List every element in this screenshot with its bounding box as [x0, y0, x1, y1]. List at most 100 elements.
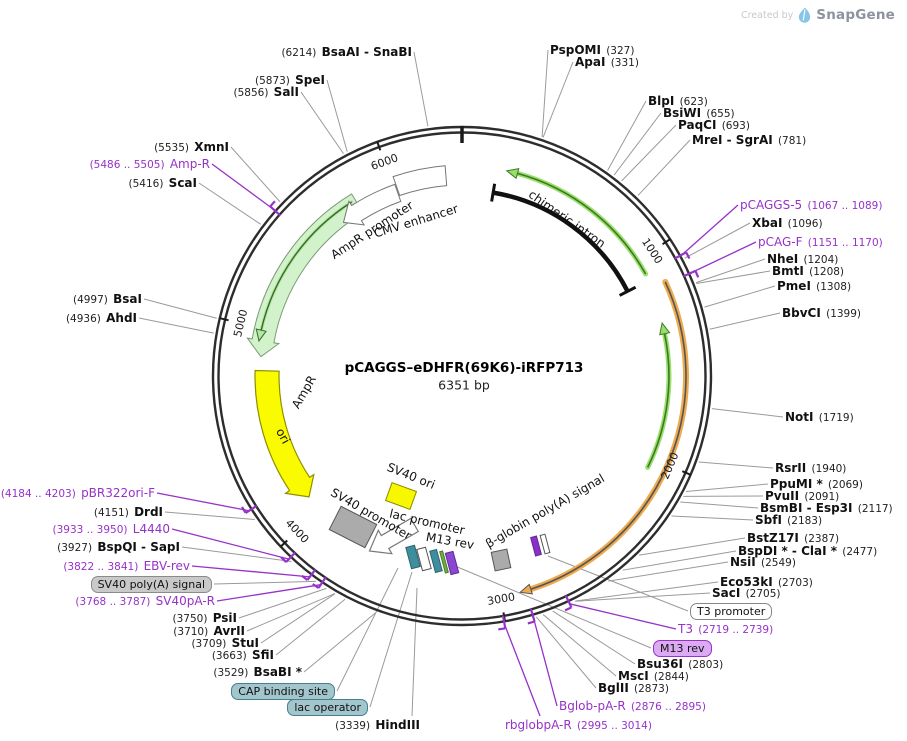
label-name: BbvCI: [782, 306, 821, 320]
label-t3-promoter[interactable]: T3 promoter: [690, 603, 773, 620]
feature-sv40-promoter-box[interactable]: [328, 505, 378, 549]
label-name: NheI: [767, 252, 799, 266]
feature-cag-promoter-region[interactable]: [492, 190, 630, 293]
label-bsai[interactable]: (4997) BsaI: [73, 291, 142, 307]
label-pcag-f[interactable]: pCAG-F (1151 .. 1170): [758, 234, 883, 250]
label-sbfi[interactable]: SbfI (2183): [755, 512, 822, 528]
label-bglob-pa-r[interactable]: Bglob-pA-R (2876 .. 2895): [559, 698, 706, 714]
label-pmei[interactable]: PmeI (1308): [777, 278, 851, 294]
label-noti[interactable]: NotI (1719): [785, 409, 854, 425]
leader-line-pspomi: [541, 49, 549, 138]
label-bsaai-snabi[interactable]: (6214) BsaAI - SnaBI: [281, 44, 412, 60]
label-bsiwi[interactable]: BsiWI (655): [663, 105, 735, 121]
label-rsrii[interactable]: RsrII (1940): [775, 460, 846, 476]
label-mrei-sgrai[interactable]: MreI - SgrAI (781): [692, 132, 806, 148]
features-layer: [246, 165, 689, 595]
leader-line-ahdi: [138, 317, 214, 334]
label-bsmbi-esp3i[interactable]: BsmBI - Esp3I (2117): [760, 500, 893, 516]
leader-line-sbfi: [671, 515, 754, 521]
label-ahdi[interactable]: (4936) AhdI: [66, 310, 137, 326]
label-m13-rev[interactable]: M13 rev: [653, 640, 712, 657]
label-hindiii[interactable]: (3339) HindIII: [335, 717, 420, 733]
label-bbvci[interactable]: BbvCI (1399): [782, 305, 861, 321]
label-site: (3663): [211, 650, 252, 662]
label-drdi[interactable]: (4151) DrdI: [94, 504, 163, 520]
label-eco53ki[interactable]: Eco53kI (2703): [720, 574, 813, 590]
label-l4440[interactable]: (3933 .. 3950) L4440: [53, 521, 170, 537]
label-psii[interactable]: (3750) PsiI: [173, 610, 237, 626]
label-xbai[interactable]: XbaI (1096): [752, 215, 823, 231]
label-site: (4997): [72, 294, 114, 306]
feature-gray-box-bglobin[interactable]: [490, 548, 512, 572]
label-stui[interactable]: (3709) StuI: [191, 635, 259, 651]
feature-ampr-promoter[interactable]: [342, 183, 402, 226]
label-bmti[interactable]: BmtI (1208): [772, 263, 844, 279]
label-pcaggs-5[interactable]: pCAGGS-5 (1067 .. 1089): [740, 197, 882, 213]
label-sfii[interactable]: (3663) SfiI: [212, 647, 274, 663]
label-xmni[interactable]: (5535) XmnI: [154, 139, 229, 155]
label-rbglobpa-r[interactable]: rbglobpA-R (2995 .. 3014): [505, 717, 652, 733]
created-by-text: Created by: [741, 9, 794, 21]
leader-line-ppumi: [685, 483, 769, 492]
label-paqci[interactable]: PaqCI (693): [678, 117, 750, 133]
feature-m13-rev-box[interactable]: [444, 550, 460, 576]
feature-cap-binding-site-box[interactable]: [405, 544, 421, 570]
label-blpi[interactable]: BlpI (623): [648, 93, 708, 109]
feature-lac-promoter-arrow[interactable]: [363, 513, 422, 562]
label-name: BsmBI - Esp3I: [760, 501, 853, 515]
pos-tick-label: 1000: [639, 236, 665, 267]
label-cap-binding-site[interactable]: CAP binding site: [231, 683, 335, 700]
label-amp-r[interactable]: (5486 .. 5505) Amp-R: [90, 156, 210, 172]
label-pbr322ori-f[interactable]: (4184 .. 4203) pBR322ori-F: [1, 485, 155, 501]
label-t3[interactable]: T3 (2719 .. 2739): [678, 621, 773, 637]
feature-lac-operator-box[interactable]: [429, 548, 443, 574]
primer-tick-foot: [685, 251, 691, 259]
label-site: (2705): [740, 588, 781, 600]
feature-sv40-ori-box[interactable]: [384, 481, 418, 511]
label-bspqi-sapi[interactable]: (3927) BspQI - SapI: [57, 539, 180, 555]
label-sv40-poly-a-signal[interactable]: SV40 poly(A) signal: [90, 576, 212, 593]
feature-cmv-enhancer[interactable]: [392, 165, 448, 197]
leader-line-bmti: [696, 270, 771, 285]
label-site: (2117): [852, 503, 893, 515]
label-bsabi[interactable]: (3529) BsaBI *: [213, 664, 302, 680]
label-pspomi[interactable]: PspOMI (327): [550, 42, 634, 58]
label-name: BglII: [598, 681, 629, 695]
label-lac-operator[interactable]: lac operator: [287, 699, 368, 716]
label-avrii[interactable]: (3710) AvrII: [173, 623, 245, 639]
primer-tick-foot: [564, 606, 572, 612]
label-nsii[interactable]: NsiI (2549): [730, 554, 796, 570]
feature-bglobin-polya-purple[interactable]: [530, 535, 542, 557]
feature-green-sliver[interactable]: [439, 550, 449, 574]
label-ppumi[interactable]: PpuMI * (2069): [770, 476, 863, 492]
feature-ori[interactable]: [254, 369, 315, 498]
label-sv40pa-r[interactable]: (3768 .. 3787) SV40pA-R: [75, 593, 215, 609]
label-bspdi-clai[interactable]: BspDI * - ClaI * (2477): [738, 543, 877, 559]
label-name: pCAGGS-5: [740, 198, 803, 212]
label-msci[interactable]: MscI (2844): [618, 668, 689, 684]
label-scai[interactable]: (5416) ScaI: [129, 175, 198, 191]
label-bglii[interactable]: BglII (2873): [598, 680, 669, 696]
label-site: (3927): [57, 542, 98, 554]
feature-lac-promoter-box[interactable]: [416, 546, 432, 572]
label-name: NsiI: [730, 555, 756, 569]
leader-line-pbr322ori-f: [156, 492, 250, 512]
label-bstz17i[interactable]: BstZ17I (2387): [747, 530, 839, 546]
label-spei[interactable]: (5873) SpeI: [255, 72, 325, 88]
feature-bglobin-polya-white[interactable]: [539, 533, 551, 555]
label-site: (327): [600, 45, 635, 57]
leader-line-bstz17i: [639, 537, 746, 556]
label-name: BspQI - SapI: [97, 540, 180, 554]
label-name: AvrII: [213, 624, 245, 638]
label-nhei[interactable]: NheI (1204): [767, 251, 838, 267]
label-name: L4440: [132, 522, 170, 536]
label-bsu36i[interactable]: Bsu36I (2803): [637, 656, 723, 672]
label-ebv-rev[interactable]: (3822 .. 3841) EBV-rev: [63, 558, 190, 574]
label-sali[interactable]: (5856) SalI: [234, 84, 300, 100]
label-pvuii[interactable]: PvuII (2091): [765, 488, 839, 504]
leader-line-bsaai-snabi: [413, 51, 429, 127]
leader-line-avrii: [246, 593, 336, 632]
feature-cds-green-inner[interactable]: [645, 331, 672, 470]
label-apai[interactable]: ApaI (331): [575, 54, 639, 70]
label-saci[interactable]: SacI (2705): [712, 585, 781, 601]
